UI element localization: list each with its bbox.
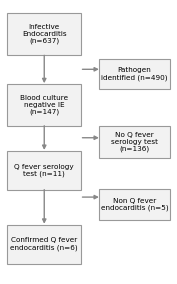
Text: Infective
Endocarditis
(n=637): Infective Endocarditis (n=637) bbox=[22, 24, 67, 44]
Text: No Q fever
serology test
(n=136): No Q fever serology test (n=136) bbox=[111, 132, 158, 152]
FancyBboxPatch shape bbox=[99, 59, 170, 89]
Text: Q fever serology
test (n=11): Q fever serology test (n=11) bbox=[15, 164, 74, 177]
Text: Confirmed Q fever
endocarditis (n=6): Confirmed Q fever endocarditis (n=6) bbox=[10, 237, 78, 251]
Text: Blood culture
negative IE
(n=147): Blood culture negative IE (n=147) bbox=[20, 95, 68, 115]
Text: Pathogen
identified (n=490): Pathogen identified (n=490) bbox=[101, 67, 168, 81]
FancyBboxPatch shape bbox=[7, 225, 81, 264]
FancyBboxPatch shape bbox=[99, 126, 170, 158]
FancyBboxPatch shape bbox=[99, 189, 170, 220]
FancyBboxPatch shape bbox=[7, 84, 81, 126]
FancyBboxPatch shape bbox=[7, 151, 81, 190]
FancyBboxPatch shape bbox=[7, 13, 81, 55]
Text: Non Q fever
endocarditis (n=5): Non Q fever endocarditis (n=5) bbox=[101, 198, 168, 211]
